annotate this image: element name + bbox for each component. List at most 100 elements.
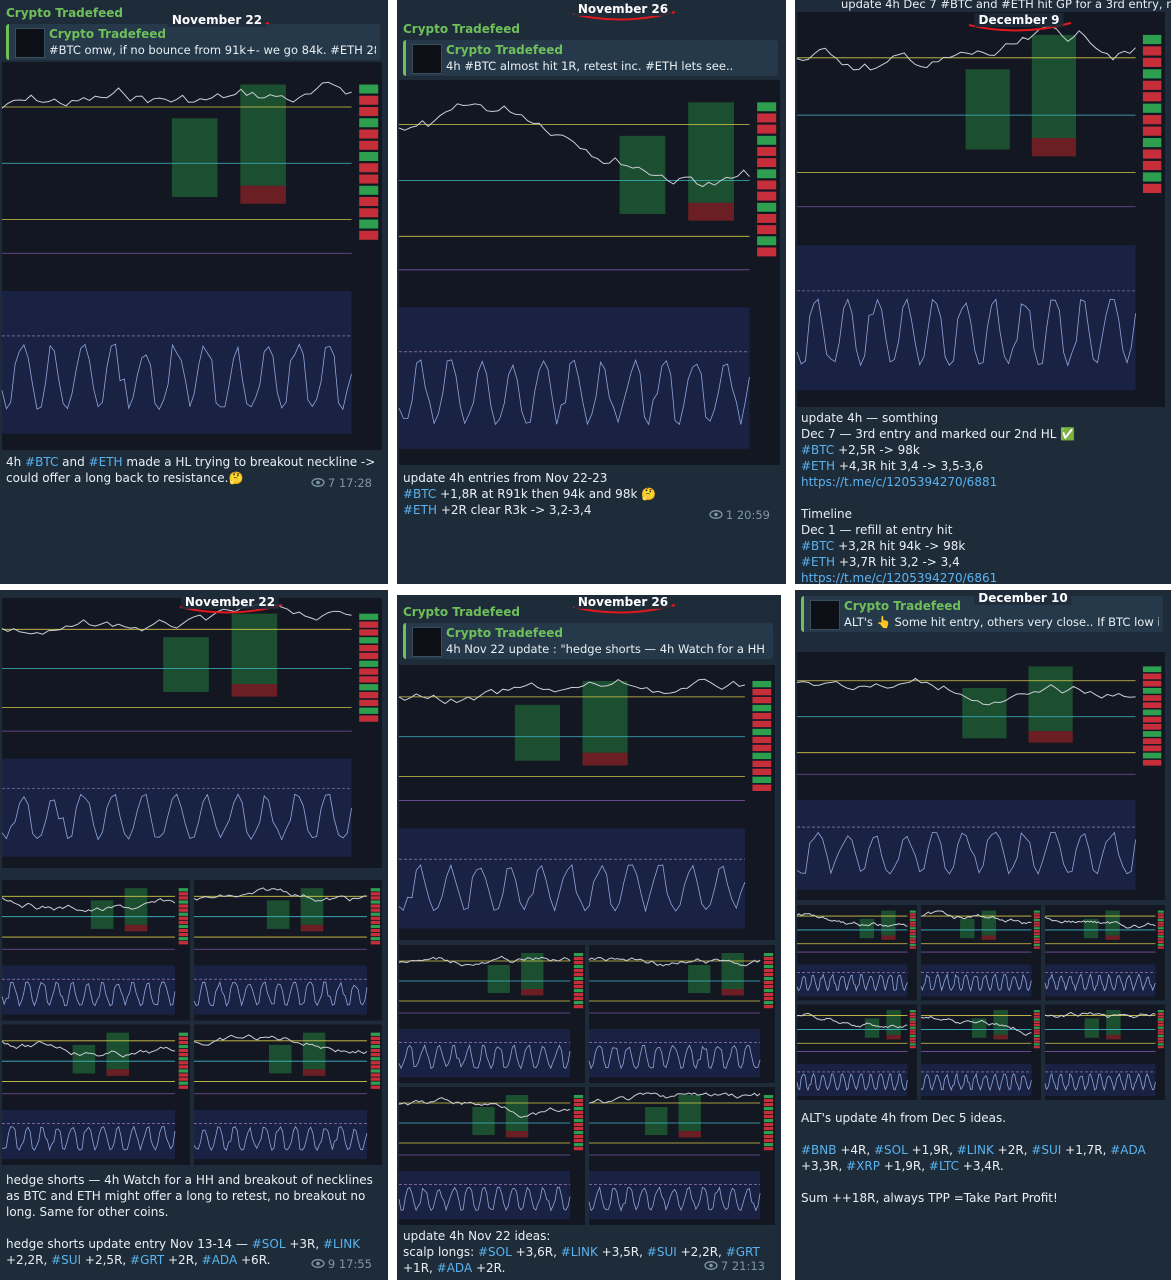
chart-shape (589, 1171, 761, 1220)
chart-shape (398, 955, 571, 967)
caption-line: #BTC +1,8R at R91k then 94k and 98k 🤔 (403, 487, 657, 501)
chart-shape (1157, 1012, 1164, 1016)
chart-shape (193, 887, 367, 902)
chart-shape (909, 1010, 916, 1013)
chart-shape (1157, 1043, 1164, 1046)
chart-shape (178, 937, 189, 941)
chart-shape (487, 965, 510, 994)
caption-block: 4h #BTC and #ETH made a HL trying to bre… (6, 454, 380, 486)
chart-shape (763, 981, 774, 985)
chart-shape (300, 924, 324, 932)
chart-shape (757, 202, 777, 212)
caption-line: update 4h Nov 22 ideas: (403, 1229, 551, 1243)
chart-shape (72, 1044, 96, 1074)
chart-shape (763, 953, 774, 957)
chart-shape (763, 1127, 774, 1131)
chart-shape (505, 1095, 529, 1132)
chart-shape (1033, 924, 1040, 927)
reply-text: #BTC omw, if no bounce from 91k+- we go … (49, 43, 376, 57)
chart-shape (1157, 1018, 1164, 1021)
chart-shape (178, 1085, 189, 1089)
chart-shape (1033, 929, 1040, 933)
chart-shape (797, 964, 908, 997)
caption: update 4h Nov 22 ideas: scalp longs: #SOL… (403, 1228, 773, 1280)
chart-shape (1142, 115, 1162, 125)
chart-shape (752, 784, 772, 792)
chart-shape (359, 676, 379, 683)
chart-images (796, 600, 1165, 1100)
chart-shape (796, 973, 908, 992)
chart-shape (1142, 126, 1162, 136)
chart-shape (1033, 1032, 1040, 1035)
chart-shape (1033, 938, 1040, 941)
chart-shape (573, 973, 584, 977)
chart-shape (920, 972, 1032, 992)
chart-shape (796, 831, 1136, 875)
forwarded-text: update 4h Dec 7 #BTC and #ETH hit GP for… (841, 0, 1171, 11)
chart-shape (1033, 935, 1040, 938)
chart-shape (573, 1107, 584, 1111)
chart-shape (721, 989, 744, 996)
message-panel: update 4h Dec 7 #BTC and #ETH hit GP for… (795, 0, 1171, 584)
chart-shape (178, 888, 189, 892)
chart-shape (909, 946, 916, 949)
chart-shape (178, 1032, 189, 1036)
chart-shape (370, 892, 381, 896)
chart-shape (1157, 1010, 1164, 1013)
chart-shape (573, 993, 584, 997)
chart-shape (370, 896, 381, 900)
chart-shape (763, 997, 774, 1001)
chart-shape (178, 892, 189, 896)
message-meta: 1 20:59 (709, 508, 770, 522)
chart-shape (2, 758, 352, 857)
pupil (714, 512, 718, 517)
chart-shape (763, 961, 774, 965)
chart-shape (721, 953, 744, 990)
chart-shape (763, 977, 774, 981)
chart-shape (1033, 1037, 1040, 1040)
chart-shape (763, 973, 774, 977)
chart-shape (521, 953, 544, 990)
chart-shape (573, 1143, 584, 1147)
chart-shape (359, 684, 379, 691)
caption-line: #ETH +4,3R hit 3,4 -> 3,5-3,6 (801, 459, 984, 473)
caption-block: update 4h entries from Nov 22-23 #BTC +1,… (403, 470, 778, 518)
chart-shape (1033, 918, 1040, 922)
caption-line: ALT's update 4h from Dec 5 ideas. (801, 1111, 1007, 1125)
chart-shape (359, 637, 379, 644)
chart-shape (752, 752, 772, 760)
chart-shape (359, 185, 379, 195)
chart-shape (1142, 752, 1162, 759)
eye (311, 478, 325, 487)
message-time: 21:13 (731, 1259, 765, 1273)
chart-shape (645, 1107, 668, 1136)
chart-shape (1157, 1021, 1164, 1024)
chart-shape (178, 908, 189, 912)
caption-block: ALT's update 4h from Dec 5 ideas. (801, 1110, 1163, 1126)
chart-shape (1105, 935, 1120, 940)
chart-shape (763, 1123, 774, 1127)
caption-block: hedge shorts update entry Nov 13-14 — #S… (6, 1236, 380, 1268)
chart-shape (359, 95, 379, 105)
chart-shape (370, 937, 381, 941)
chart-shape (1157, 1034, 1164, 1038)
chart-shape (1142, 738, 1162, 745)
date-label: November 22 (167, 13, 267, 27)
message-meta: 7 21:13 (704, 1259, 765, 1273)
reply-name: Crypto Tradefeed (446, 43, 563, 57)
reply-text: 4h #BTC almost hit 1R, retest inc. #ETH … (446, 59, 734, 73)
chart-shape (909, 1015, 916, 1018)
view-count: 7 (720, 1259, 729, 1273)
chart-shape (993, 1034, 1008, 1040)
message-time: 20:59 (736, 508, 770, 522)
chart-shape (573, 961, 584, 965)
chart-shape (688, 202, 734, 221)
chart-shape (1157, 943, 1164, 946)
chart-shape (573, 953, 584, 957)
chart-shape (370, 900, 381, 904)
chart-shape (573, 981, 584, 985)
chart-shape (1157, 916, 1164, 919)
chart-shape (370, 1081, 381, 1085)
chart-shape (757, 102, 777, 112)
